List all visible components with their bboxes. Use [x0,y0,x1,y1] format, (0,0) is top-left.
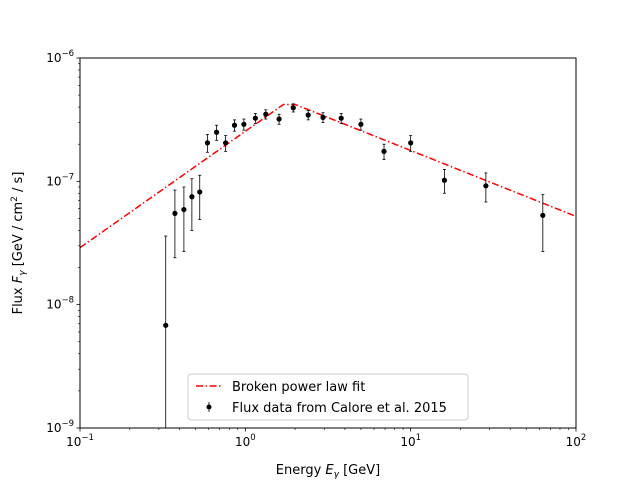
major-ticks: 10−1 100 101 102 10−9 10−8 10−7 10−6 [46,49,586,449]
data-point [181,206,187,213]
x-tick-label: 101 [400,433,421,449]
y-tick-label: 10−6 [46,49,74,65]
data-point [231,122,238,128]
data-point [241,121,247,127]
data-point [172,210,178,216]
data-point [441,177,448,183]
y-tick-label: 10−9 [46,419,74,435]
legend-label-data: Flux data from Calore et al. 2015 [232,401,447,416]
axes-frame [79,57,577,429]
x-tick-label: 10−1 [66,433,94,449]
data-point [223,140,229,146]
data-point [358,121,364,127]
legend-box [187,373,469,421]
plot-area [80,103,576,428]
data-point [197,189,203,195]
y-tick-label: 10−8 [46,296,74,312]
legend: Broken power law fit Flux data from Calo… [187,373,469,421]
data-point [483,183,489,189]
data-point [305,112,311,118]
data-point [338,115,344,121]
data-point [204,140,211,146]
data-point [263,111,269,117]
data-point [252,115,258,121]
data-point [320,114,326,120]
x-tick-label: 100 [235,433,256,449]
x-tick-label: 102 [566,433,587,449]
fit-line [80,103,576,249]
data-point [540,212,546,218]
x-axis-label: Energy Eγ [GeV] [276,463,380,480]
data-point [213,129,220,135]
data-point [189,194,195,200]
data-point [290,105,296,111]
data-point [408,140,414,146]
data-point [163,322,169,328]
data-point [276,116,282,122]
data-point [381,148,387,154]
legend-marker-swatch [206,404,212,410]
y-tick-label: 10−7 [46,172,74,188]
legend-label-fit: Broken power law fit [232,380,365,395]
y-axis-label: Flux Fγ [GeV / cm2 / s] [10,172,28,315]
